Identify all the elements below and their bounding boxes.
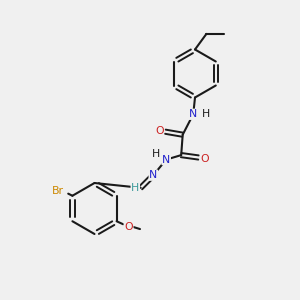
Text: N: N: [149, 170, 158, 180]
Text: O: O: [155, 125, 164, 136]
Text: Br: Br: [52, 186, 64, 196]
Text: H: H: [152, 149, 160, 159]
Text: H: H: [131, 183, 140, 193]
Text: O: O: [200, 154, 209, 164]
Text: H: H: [202, 109, 210, 119]
Text: O: O: [124, 222, 133, 232]
Text: N: N: [189, 109, 197, 119]
Text: N: N: [162, 154, 170, 165]
